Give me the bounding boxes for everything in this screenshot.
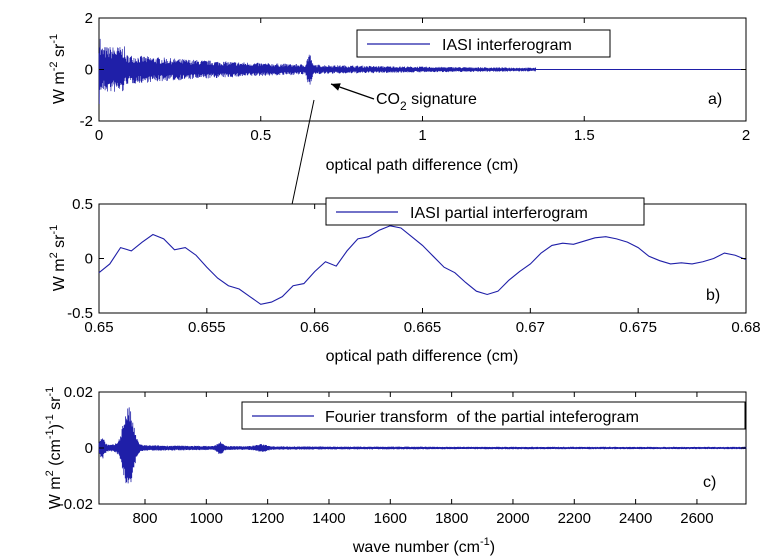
co2-annotation-label: CO2 signature xyxy=(376,91,477,113)
panel-c-spectrum-line xyxy=(98,407,747,484)
panel-a-label: a) xyxy=(708,91,722,108)
x-tick-label: 0 xyxy=(95,127,103,144)
x-tick-label: 0.5 xyxy=(250,127,271,144)
x-tick-label: 2200 xyxy=(558,510,591,527)
x-tick-label: 0.68 xyxy=(731,319,760,336)
panel-a-legend-label: IASI interferogram xyxy=(442,37,572,54)
panel-c-label: c) xyxy=(703,474,716,491)
x-tick-label: 2600 xyxy=(680,510,713,527)
panel-c-ticks: 800 1000 1200 1400 1600 1800 2000 2200 2400 2600 0… xyxy=(59,384,746,527)
panel-a-series xyxy=(98,38,746,104)
y-tick-label: 0.5 xyxy=(72,196,93,213)
panel-c-legend: Fourier transform of the partial intefer… xyxy=(241,401,746,430)
x-tick-label: 0.675 xyxy=(619,319,657,336)
x-tick-label: 1800 xyxy=(435,510,468,527)
panel-a-ylabel: W m-2 sr-1 xyxy=(48,34,68,104)
x-tick-label: 1200 xyxy=(251,510,284,527)
panel-b-partial-interferogram-line xyxy=(98,225,747,305)
panel-a-legend: IASI interferogram xyxy=(356,29,611,58)
x-tick-label: 2000 xyxy=(496,510,529,527)
co2-annotation: CO2 signature xyxy=(330,83,477,113)
x-tick-label: 0.66 xyxy=(300,319,329,336)
y-tick-label: 2 xyxy=(85,10,93,27)
y-tick-label: -2 xyxy=(80,113,93,130)
x-tick-label: 1000 xyxy=(190,510,223,527)
x-tick-label: 1600 xyxy=(374,510,407,527)
x-tick-label: 0.665 xyxy=(404,319,442,336)
co2-subscript: 2 xyxy=(400,99,407,113)
x-tick-label: 0.65 xyxy=(84,319,113,336)
panel-c-series xyxy=(98,407,747,484)
y-tick-label: -0.5 xyxy=(67,305,93,322)
panel-b-legend: IASI partial interferogram xyxy=(325,197,645,226)
panel-a: 0 0.5 1 1.5 220-2 IASI interferogram a) CO2 … xyxy=(48,10,750,174)
panel-b-ylabel: W m2 sr-1 xyxy=(48,225,68,292)
x-tick-label: 1 xyxy=(418,127,426,144)
panel-a-interferogram-line xyxy=(98,38,537,104)
x-tick-label: 1.5 xyxy=(574,127,595,144)
panel-a-ticks: 0 0.5 1 1.5 220-2 xyxy=(80,10,751,144)
y-tick-label: 0.02 xyxy=(64,384,93,401)
panel-c-legend-box xyxy=(241,401,746,430)
co2-rest: signature xyxy=(407,91,477,108)
x-tick-label: 800 xyxy=(132,510,157,527)
panel-a-xlabel: optical path difference (cm) xyxy=(326,157,519,174)
y-tick-label: 0 xyxy=(85,62,93,79)
panel-c-legend-label: Fourier transform of the partial intefer… xyxy=(325,409,639,426)
x-tick-label: 2400 xyxy=(619,510,652,527)
x-tick-label: 0.67 xyxy=(516,319,545,336)
panel-b-series xyxy=(98,225,747,305)
panel-b-legend-label: IASI partial interferogram xyxy=(410,205,588,222)
panel-c-ylabel: W m2 (cm-1)-1 sr-1 xyxy=(44,387,64,510)
y-tick-label: 0 xyxy=(85,251,93,268)
x-tick-label: 1400 xyxy=(312,510,345,527)
x-tick-label: 2 xyxy=(742,127,750,144)
panel-b-label: b) xyxy=(706,287,720,304)
panel-b: 0.65 0.655 0.66 0.665 0.67 0.675 0.680.50-0.5 … xyxy=(48,196,761,365)
y-tick-label: 0 xyxy=(85,440,93,457)
panel-c: 800 1000 1200 1400 1600 1800 2000 2200 2400 2600 0… xyxy=(44,384,747,556)
panel-c-xlabel: wave number (cm-1) xyxy=(352,536,495,556)
panel-b-ticks: 0.65 0.655 0.66 0.665 0.67 0.675 0.68 0.5 0 -0.5 xyxy=(67,196,760,336)
co2-annotation-arrow xyxy=(330,83,375,100)
x-tick-label: 0.655 xyxy=(188,319,226,336)
co2-text: CO xyxy=(376,91,400,108)
panel-b-xlabel: optical path difference (cm) xyxy=(326,348,519,365)
y-tick-label: -0.02 xyxy=(59,496,93,513)
